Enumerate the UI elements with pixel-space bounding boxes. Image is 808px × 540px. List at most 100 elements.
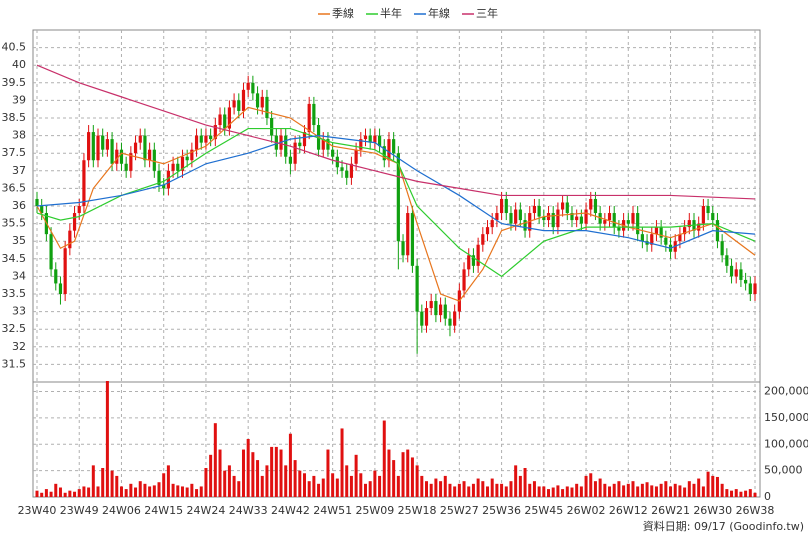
candle-body [467, 255, 471, 270]
candle-body [162, 184, 166, 189]
volume-bar [378, 475, 382, 497]
candle-body [190, 149, 194, 161]
candle-body [729, 265, 734, 277]
volume-bar [626, 483, 630, 497]
candle-body [368, 135, 372, 143]
candle-body [176, 163, 180, 171]
candle-body [453, 311, 457, 326]
volume-bar [87, 487, 91, 497]
candle-body [664, 237, 668, 245]
volume-bar [486, 486, 490, 497]
candle-body [518, 209, 522, 221]
y-tick-label: 38.5 [2, 111, 27, 124]
candle-body [504, 198, 508, 214]
candle-body [514, 209, 518, 224]
volume-tick-label: 100,000 [764, 437, 808, 450]
candle-body [678, 234, 682, 242]
candle-body [725, 255, 729, 266]
candle-body [199, 135, 203, 143]
volume-bar [420, 475, 424, 497]
moving-average-line [36, 134, 756, 249]
candle-body [312, 103, 316, 126]
candle-body [537, 206, 541, 217]
x-tick-label: 24W15 [144, 504, 183, 517]
y-tick-label: 40.5 [2, 41, 27, 54]
volume-bar [608, 486, 612, 497]
volume-bar [363, 483, 367, 497]
volume-bar [744, 490, 748, 497]
candle-body [326, 139, 330, 150]
volume-bar [204, 468, 208, 497]
volume-bar [143, 483, 147, 497]
volume-bar [54, 483, 58, 497]
candle-body [152, 149, 156, 171]
volume-bar [476, 478, 480, 497]
candle-body [143, 135, 147, 161]
candle-body [617, 227, 621, 231]
candle-body [612, 213, 616, 228]
volume-bar [504, 486, 508, 497]
candle-body [166, 170, 170, 189]
volume-bar [73, 491, 77, 497]
volume-bar [349, 475, 353, 497]
volume-bar [640, 483, 644, 497]
volume-bar [251, 452, 255, 497]
candle-body [35, 198, 39, 206]
candle-body [542, 216, 546, 221]
volume-bar [138, 481, 142, 497]
volume-bar [748, 489, 752, 497]
volume-bar [190, 483, 194, 497]
volume-bar [692, 483, 696, 497]
candle-body [443, 304, 447, 319]
y-tick-label: 32.5 [2, 322, 27, 335]
x-tick-label: 26W02 [567, 504, 606, 517]
volume-bar [35, 490, 39, 497]
candle-body [720, 241, 724, 256]
volume-bar [448, 483, 452, 497]
volume-bar [96, 486, 100, 497]
candle-body [321, 139, 325, 150]
candle-body [382, 146, 386, 161]
x-tick-label: 26W30 [693, 504, 732, 517]
volume-bar [382, 420, 386, 497]
y-tick-label: 31.5 [2, 357, 27, 370]
y-tick-label: 36.5 [2, 181, 27, 194]
volume-bar [335, 478, 339, 497]
volume-bar [274, 446, 278, 497]
volume-bar [631, 481, 635, 497]
volume-bar [331, 473, 335, 497]
candle-body [650, 234, 654, 245]
candle-body [237, 100, 241, 111]
volume-bar [753, 492, 757, 497]
volume-bar [734, 489, 738, 497]
candle-body [349, 163, 354, 178]
volume-bar [528, 483, 532, 497]
candle-body [124, 163, 128, 171]
candle-body [293, 142, 297, 164]
y-tick-label: 35 [12, 234, 26, 247]
volume-bar [669, 486, 673, 497]
volume-bar [237, 481, 241, 497]
candle-body [373, 135, 377, 143]
volume-bar [232, 475, 236, 497]
volume-bar [157, 482, 161, 497]
volume-bar [209, 454, 213, 497]
candle-body [495, 213, 499, 221]
volume-bar [359, 473, 363, 497]
volume-bar [162, 473, 166, 497]
candle-body [49, 234, 53, 270]
volume-bar [340, 428, 344, 497]
volume-bar [697, 478, 701, 497]
volume-bar [148, 486, 152, 497]
candle-body [246, 82, 250, 90]
candle-body [734, 269, 738, 277]
volume-bar [518, 475, 522, 497]
volume-bar [307, 481, 311, 497]
volume-bar [495, 483, 499, 497]
volume-bar [279, 449, 283, 497]
volume-bar [603, 483, 607, 497]
x-tick-label: 26W21 [651, 504, 690, 517]
volume-bar [218, 449, 222, 497]
x-tick-label: 24W33 [229, 504, 268, 517]
candle-body [438, 304, 443, 316]
